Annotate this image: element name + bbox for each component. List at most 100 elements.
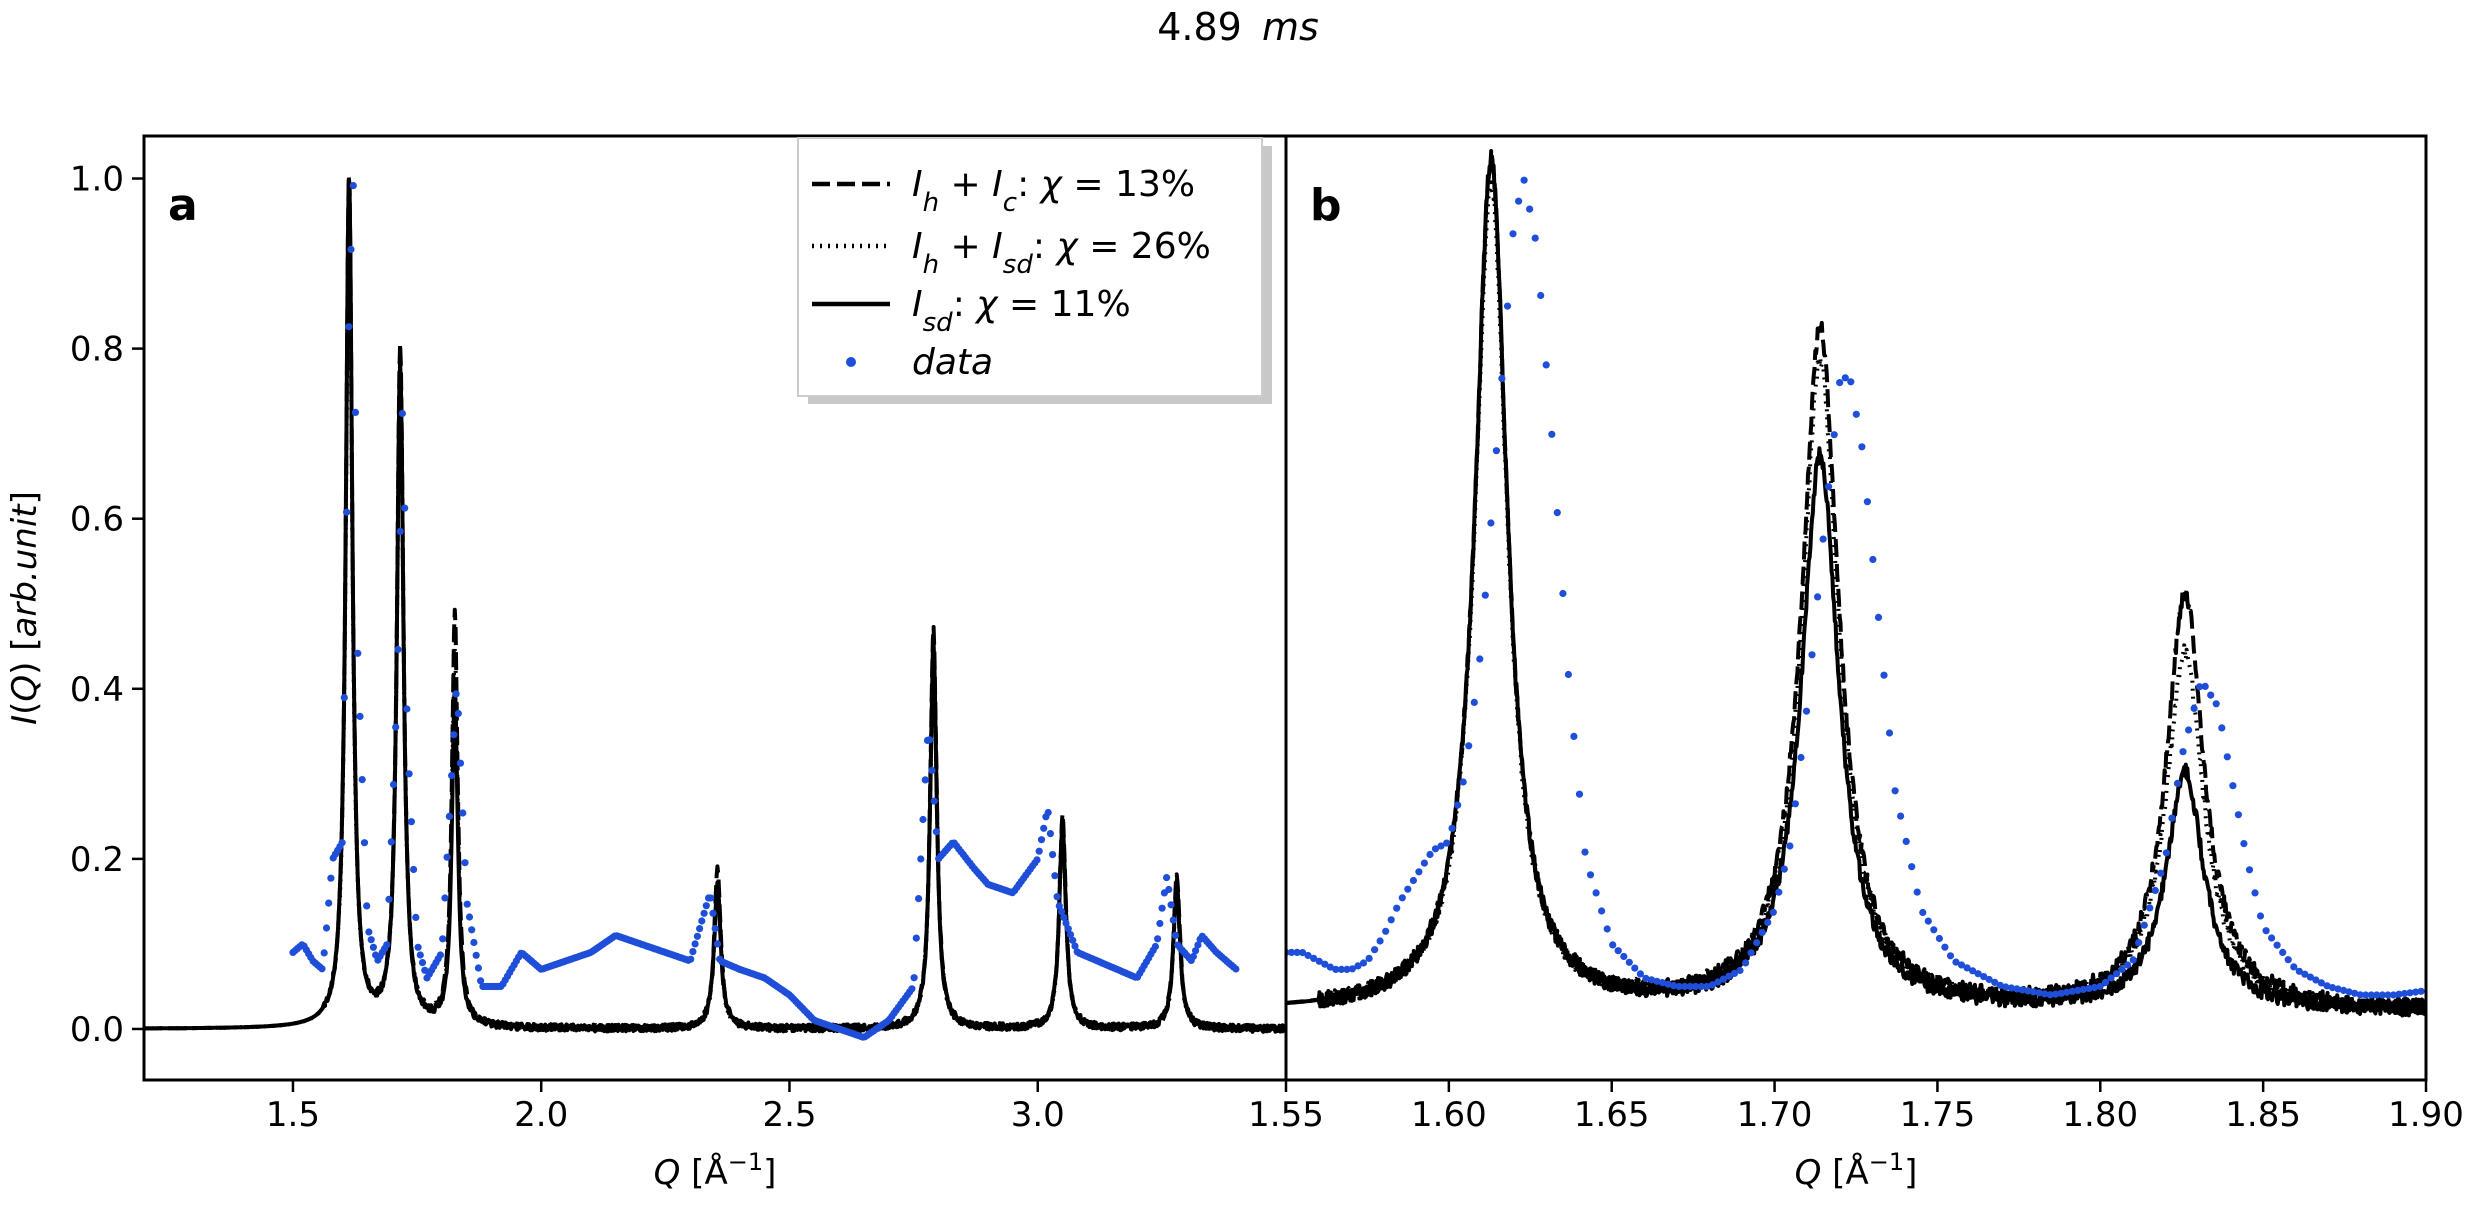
data-point [1647, 976, 1656, 984]
data-point [410, 865, 418, 874]
data-point [1293, 948, 1301, 957]
title-unit: ms [1262, 5, 1319, 49]
data-point [1775, 888, 1783, 896]
data-point [1310, 954, 1318, 963]
data-point [1459, 778, 1467, 786]
y-tick-label: 1.0 [70, 160, 124, 200]
data-point [2057, 989, 2065, 997]
data-point [1332, 965, 1340, 974]
data-point [2395, 990, 2403, 998]
data-point [1498, 374, 1506, 382]
data-point [1664, 980, 1672, 988]
data-point [1348, 965, 1356, 973]
data-point [1730, 969, 1739, 978]
data-point [1681, 982, 1689, 991]
data-point [2223, 753, 2231, 761]
data-point [2041, 990, 2049, 998]
x-tick-label: 1.75 [1900, 1095, 1976, 1135]
data-point [1791, 800, 1799, 808]
data-point [928, 766, 936, 775]
legend-label-ih-ic: Ih + Ic: χ = 13% [912, 164, 1195, 218]
data-point [354, 649, 362, 657]
data-point [358, 776, 366, 784]
data-point [2157, 869, 2165, 877]
data-point [2068, 987, 2076, 995]
data-point [2018, 986, 2026, 994]
data-point [1592, 889, 1600, 897]
data-point [2046, 991, 2054, 999]
data-point [1044, 808, 1052, 817]
x-tick-label: 1.55 [1248, 1095, 1324, 1135]
data-point [1675, 982, 1683, 991]
legend-item-isd: Isd: χ = 11% [812, 284, 1131, 338]
data-point [1924, 917, 1932, 925]
data-point [693, 932, 702, 940]
data-point [2323, 982, 2331, 990]
data-point [1897, 812, 1905, 820]
data-point [2312, 976, 2320, 984]
data-point [1192, 947, 1200, 955]
data-point [1066, 931, 1075, 939]
data-point [349, 182, 357, 190]
data-point [2218, 724, 2226, 732]
data-point [1158, 904, 1166, 912]
data-point [1736, 966, 1744, 975]
data-point [696, 925, 704, 933]
data-point [2256, 912, 2265, 920]
data-point [403, 705, 411, 713]
data-point [1874, 613, 1883, 622]
data-point [1869, 555, 1877, 564]
data-point [1426, 850, 1434, 859]
data-point [1742, 959, 1750, 967]
data-point [1825, 483, 1833, 491]
data-point [1631, 964, 1639, 972]
data-point [1636, 970, 1644, 978]
data-point [2129, 956, 2137, 964]
data-point [930, 797, 938, 805]
data-point [394, 645, 402, 654]
data-point [1387, 916, 1395, 924]
data-point [2417, 987, 2425, 995]
data-point [2245, 866, 2254, 874]
data-point [1836, 379, 1844, 387]
data-point [921, 776, 929, 784]
data-point [1609, 941, 1617, 949]
data-point [477, 977, 485, 985]
data-point [1476, 655, 1484, 663]
data-point [711, 925, 719, 933]
data-point [1393, 904, 1401, 912]
data-point [322, 924, 331, 932]
data-point [1189, 952, 1197, 961]
data-point [1404, 885, 1412, 893]
data-point [1431, 845, 1440, 853]
data-point [347, 245, 355, 253]
data-point [1062, 919, 1070, 927]
data-point [1697, 982, 1705, 991]
data-point [461, 859, 469, 867]
data-point [917, 855, 925, 863]
series-isd [1286, 154, 2426, 1018]
data-point [465, 913, 474, 921]
data-point [398, 409, 406, 418]
data-point [1515, 197, 1523, 205]
data-point [456, 759, 465, 767]
data-point [452, 690, 460, 698]
data-point [2412, 988, 2420, 996]
data-point [1725, 972, 1733, 980]
data-point [1304, 951, 1312, 960]
data-point [1559, 589, 1567, 598]
data-point [1858, 443, 1866, 451]
data-point [2173, 779, 2182, 788]
data-point [2201, 682, 2209, 691]
data-point [2306, 973, 2314, 981]
data-point [2074, 986, 2082, 995]
x-tick-label: 1.5 [266, 1095, 320, 1135]
data-point [1046, 830, 1054, 838]
data-point [2378, 991, 2386, 999]
legend-item-ih-ic: Ih + Ic: χ = 13% [812, 164, 1195, 218]
legend-label-data: data [912, 342, 993, 383]
data-point [2113, 970, 2121, 978]
data-point [340, 694, 348, 702]
data-point [450, 731, 458, 739]
data-point [407, 818, 415, 826]
